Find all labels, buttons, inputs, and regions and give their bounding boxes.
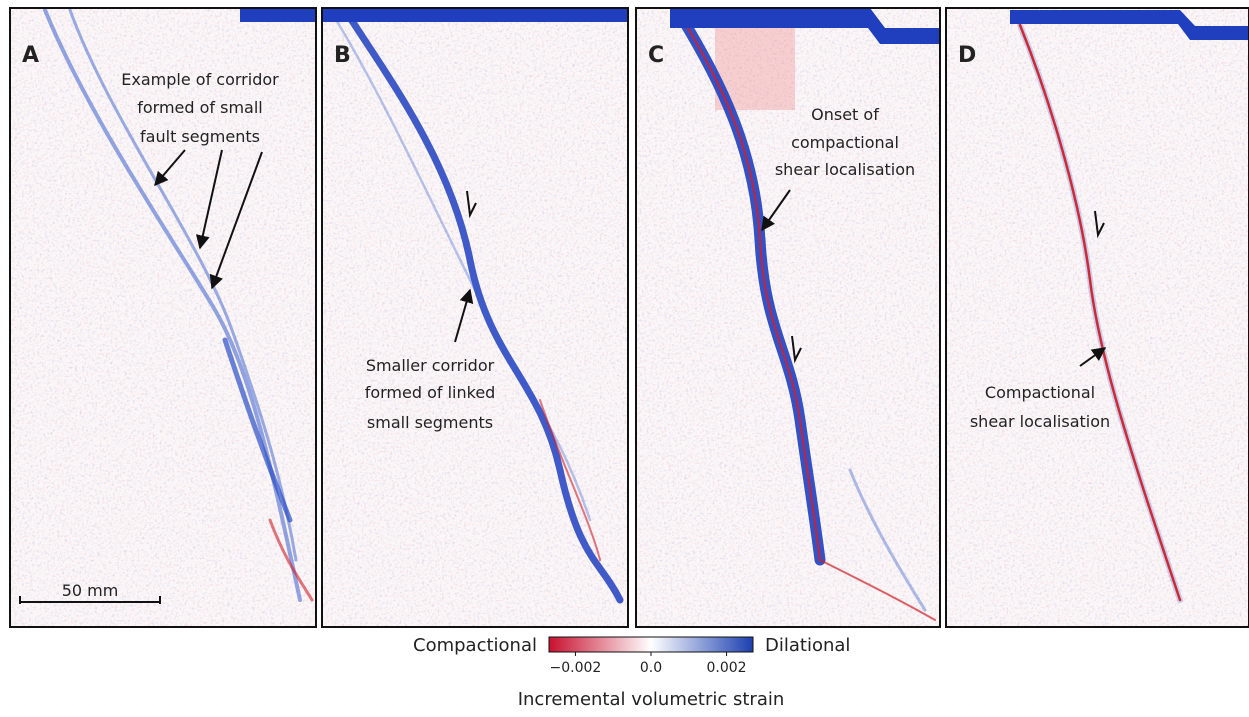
annotation: formed of linked xyxy=(365,383,496,402)
fault-band xyxy=(222,337,293,523)
arrow xyxy=(195,149,223,250)
panel: C Onset of compactional shear localisation xyxy=(635,7,941,628)
colorbar-tick-label: 0.002 xyxy=(707,660,747,676)
annotation: Example of corridor xyxy=(121,70,279,89)
noise-blue xyxy=(636,8,940,627)
noise-blue xyxy=(946,8,1249,627)
annotation: Onset of xyxy=(811,105,879,124)
shear-sense xyxy=(791,335,802,364)
annotation: small segments xyxy=(367,413,493,432)
fault-band xyxy=(68,8,298,562)
shear-sense xyxy=(466,190,477,219)
annotation: Smaller corridor xyxy=(366,356,495,375)
strain-map xyxy=(10,8,316,627)
colorbar-tick-label: −0.002 xyxy=(550,660,602,676)
arrow xyxy=(1079,347,1107,367)
scale-bar xyxy=(19,596,161,604)
colorbar-title: Incremental volumetric strain xyxy=(518,689,785,710)
arrow xyxy=(154,149,186,187)
arrow xyxy=(209,151,263,290)
panel-label: A xyxy=(22,43,39,68)
shear-sense xyxy=(1094,210,1105,239)
panel-frame xyxy=(9,7,317,628)
strain-map xyxy=(322,8,628,627)
noise-blue xyxy=(10,8,316,627)
fault-band xyxy=(1018,23,1182,602)
scale-bar-label: 50 mm xyxy=(62,581,119,600)
annotation: compactional xyxy=(791,133,899,152)
arrow xyxy=(454,288,474,343)
top-boundary xyxy=(670,8,940,44)
strain-map xyxy=(636,8,940,627)
fault-band xyxy=(539,399,601,561)
colorbar xyxy=(548,636,754,653)
panel-label: B xyxy=(334,43,351,68)
panel-frame xyxy=(945,7,1249,628)
colorbar-right-label: Dilational xyxy=(765,635,850,656)
fault-band xyxy=(268,518,314,602)
annotation: fault segments xyxy=(140,127,260,146)
fault-band xyxy=(341,8,624,604)
fault-band xyxy=(848,468,927,612)
panel: A Example of corridor formed of small fault… xyxy=(9,7,317,628)
annotation: formed of small xyxy=(137,98,263,117)
panel: B Smaller corridor formed of linked small s… xyxy=(321,7,629,628)
annotation: shear localisation xyxy=(775,160,915,179)
annotation: Compactional xyxy=(985,383,1095,402)
top-boundary xyxy=(1010,10,1249,40)
colorbar-tick-label: 0.0 xyxy=(640,660,662,676)
fault-band xyxy=(679,14,821,561)
colorbar-left-label: Compactional xyxy=(413,635,537,656)
strain-map xyxy=(946,8,1249,627)
top-boundary xyxy=(240,8,316,22)
fault-band xyxy=(328,8,592,522)
arrow xyxy=(761,189,791,232)
fault-band xyxy=(819,559,936,621)
panel-frame xyxy=(321,7,629,628)
panel: D Compactional shear localisation xyxy=(945,7,1249,628)
top-boundary xyxy=(322,8,628,22)
panel-label: C xyxy=(648,43,664,68)
panel-label: D xyxy=(958,43,976,68)
panel-frame xyxy=(635,7,941,628)
annotation: shear localisation xyxy=(970,412,1110,431)
